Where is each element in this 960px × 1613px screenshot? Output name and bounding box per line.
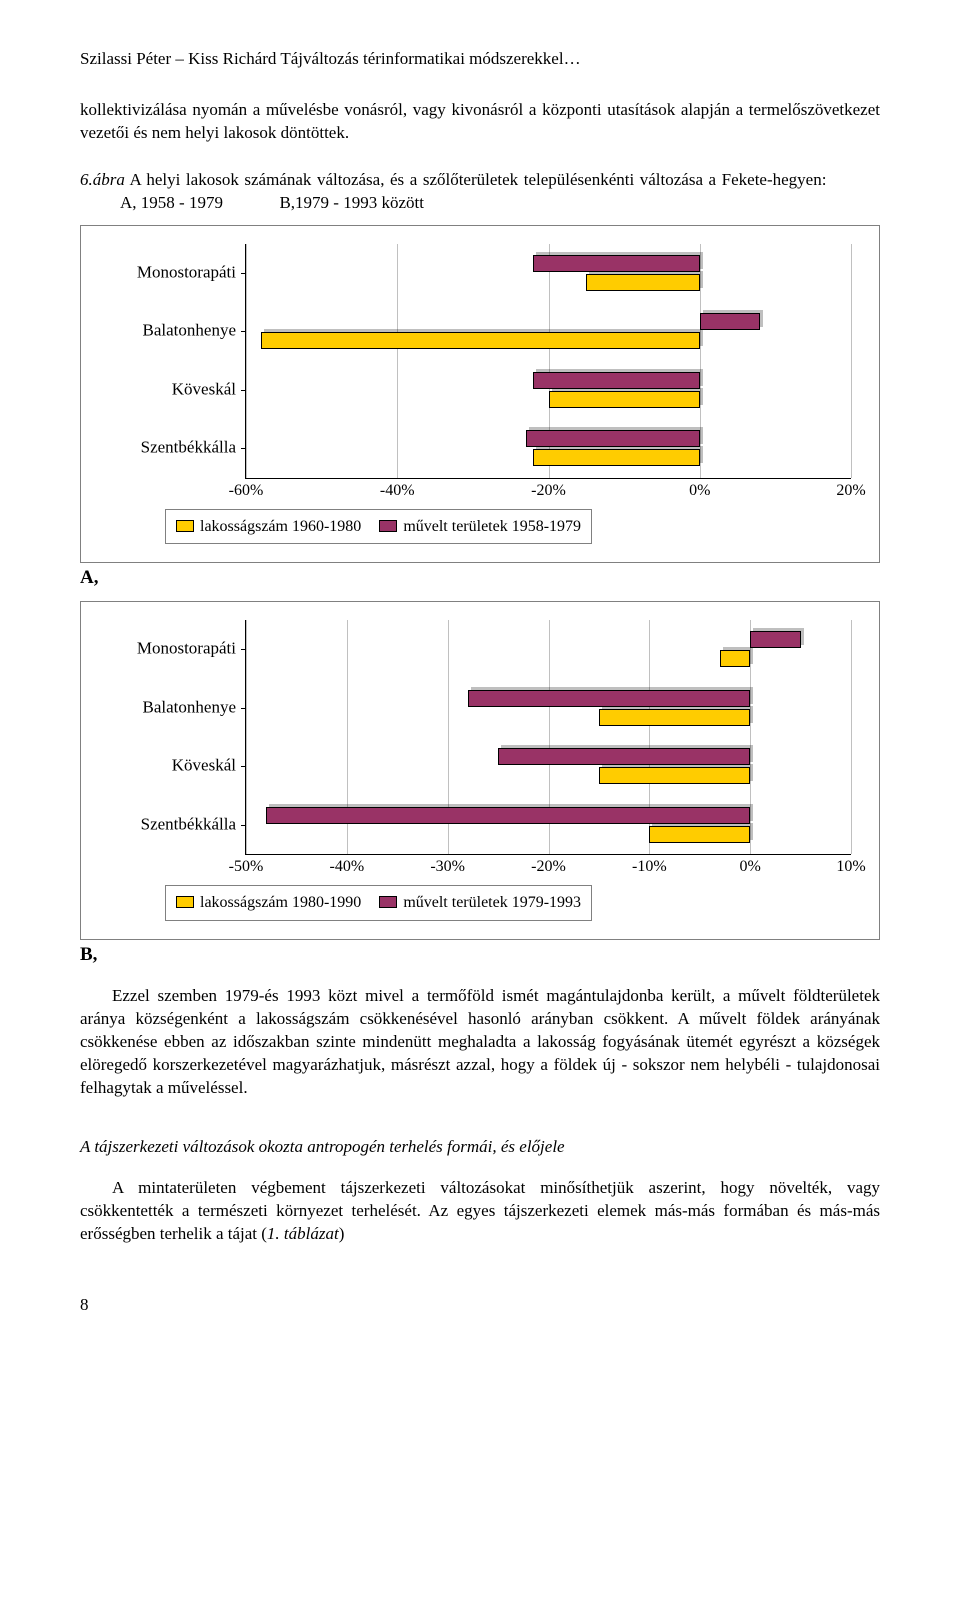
gridline — [851, 620, 852, 854]
caption-b: B,1979 - 1993 között — [279, 193, 424, 212]
bar — [599, 709, 750, 726]
x-tick-label: 20% — [836, 480, 865, 502]
gridline — [246, 620, 247, 854]
bar — [261, 332, 700, 349]
category-label: Balatonhenye — [106, 320, 236, 343]
legend-pop-label-b: lakosságszám 1980-1990 — [200, 894, 361, 911]
running-header: Szilassi Péter – Kiss Richárd Tájváltozá… — [80, 48, 880, 71]
chart-a-legend: lakosságszám 1960-1980 művelt területek … — [165, 509, 592, 545]
gridline — [851, 244, 852, 478]
chart-b-legend: lakosságszám 1980-1990 művelt területek … — [165, 885, 592, 921]
category-label: Szentbékkálla — [106, 813, 236, 836]
legend-pop-label: lakosságszám 1960-1980 — [200, 518, 361, 535]
body-paragraph-1: Ezzel szemben 1979-és 1993 közt mivel a … — [80, 985, 880, 1100]
bar — [533, 449, 699, 466]
chart-a-plot: -60%-40%-20%0%20%MonostorapátiBalatonhen… — [245, 244, 851, 479]
caption-lead: 6.ábra — [80, 170, 125, 189]
caption-a: A, 1958 - 1979 — [120, 193, 223, 212]
panel-b-tag: B, — [80, 942, 880, 968]
gridline — [246, 244, 247, 478]
legend-ter: művelt területek 1958-1979 — [379, 516, 581, 538]
category-label: Monostorapáti — [106, 261, 236, 284]
bar — [586, 274, 699, 291]
chart-b: -50% -40% -30% -20% -10% 0% 10% Monostorapáti Ba… — [80, 601, 880, 940]
x-tick-label: 0% — [739, 856, 760, 878]
body2-lead: A mintaterületen végbement tájszerkezeti… — [80, 1178, 880, 1243]
legend-ter-b: művelt területek 1979-1993 — [379, 892, 581, 914]
category-label: Köveskál — [106, 755, 236, 778]
x-tick-label: -50% — [229, 856, 264, 878]
category-label: Balatonhenye — [106, 696, 236, 719]
panel-a-tag: A, — [80, 565, 880, 591]
legend-ter-swatch-b — [379, 896, 397, 908]
bar — [533, 255, 699, 272]
legend-ter-label: művelt területek 1958-1979 — [403, 518, 581, 535]
body2-italic: 1. táblázat — [267, 1224, 339, 1243]
body-paragraph-2: A mintaterületen végbement tájszerkezeti… — [80, 1177, 880, 1246]
x-tick-label: 10% — [836, 856, 865, 878]
x-tick-label: -20% — [531, 856, 566, 878]
category-label: Szentbékkálla — [106, 437, 236, 460]
section-heading: A tájszerkezeti változások okozta antrop… — [80, 1136, 880, 1159]
x-tick-label: -30% — [430, 856, 465, 878]
bar — [533, 372, 699, 389]
x-tick-label: -40% — [380, 480, 415, 502]
bar — [468, 690, 750, 707]
gridline — [397, 244, 398, 478]
intro-paragraph: kollektivizálása nyomán a művelésbe voná… — [80, 99, 880, 145]
bar — [750, 631, 800, 648]
x-tick-label: -20% — [531, 480, 566, 502]
bar — [700, 313, 761, 330]
bar — [498, 748, 750, 765]
bar — [266, 807, 750, 824]
legend-pop-swatch — [176, 520, 194, 532]
category-label: Köveskál — [106, 378, 236, 401]
x-tick-label: -10% — [632, 856, 667, 878]
body2-tail: ) — [339, 1224, 345, 1243]
page-number: 8 — [80, 1294, 880, 1317]
legend-ter-swatch — [379, 520, 397, 532]
bar — [549, 391, 700, 408]
chart-a: -60% -40% -20% 0% 20% Monostorapáti Balatonhen… — [80, 225, 880, 564]
legend-pop-b: lakosságszám 1980-1990 — [176, 892, 361, 914]
category-label: Monostorapáti — [106, 638, 236, 661]
figure-caption: 6.ábra A helyi lakosok számának változás… — [80, 169, 880, 215]
legend-pop: lakosságszám 1960-1980 — [176, 516, 361, 538]
chart-b-plot: -50%-40%-30%-20%-10%0%10%MonostorapátiBa… — [245, 620, 851, 855]
bar — [599, 767, 750, 784]
bar — [649, 826, 750, 843]
caption-body: A helyi lakosok számának változása, és a… — [125, 170, 827, 189]
legend-pop-swatch-b — [176, 896, 194, 908]
x-tick-label: -40% — [330, 856, 365, 878]
bar — [720, 650, 750, 667]
bar — [526, 430, 700, 447]
x-tick-label: -60% — [229, 480, 264, 502]
legend-ter-label-b: művelt területek 1979-1993 — [403, 894, 581, 911]
x-tick-label: 0% — [689, 480, 710, 502]
